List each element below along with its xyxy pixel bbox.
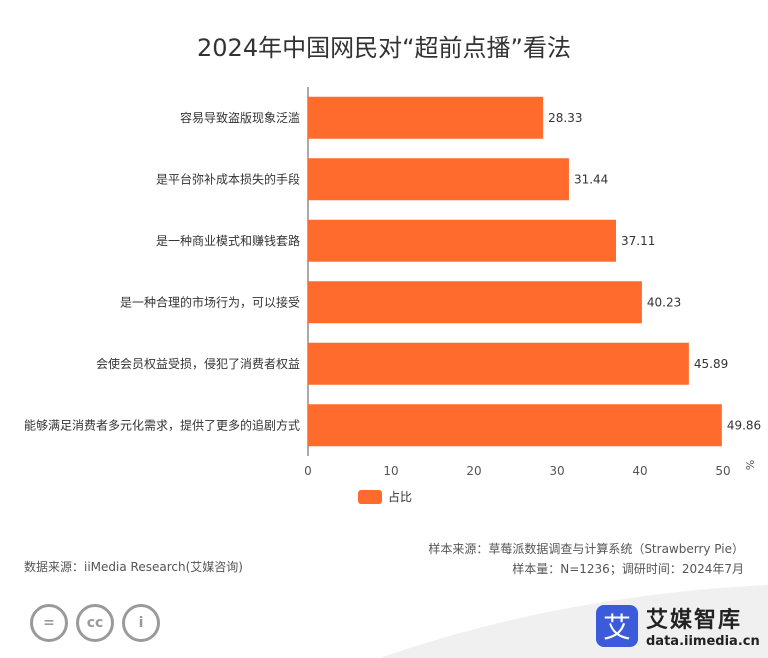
brand-logo-icon: 艾 [596, 604, 638, 647]
bar-3 [308, 219, 617, 262]
bar-value-label-1: 28.33 [548, 111, 582, 125]
x-unit-label: % [743, 460, 756, 470]
person-icon: i [122, 604, 160, 642]
x-tick-label-0: 0 [304, 464, 312, 478]
data-source-text: 数据来源：iiMedia Research(艾媒咨询) [24, 560, 243, 574]
bar-value-label-6: 49.86 [727, 418, 761, 432]
category-label-2: 是平台弥补成本损失的手段 [156, 171, 300, 186]
bar-value-label-2: 31.44 [574, 172, 608, 186]
cc-icon: cc [76, 604, 114, 642]
license-icons: = cc i [30, 604, 160, 642]
bar-2 [308, 158, 569, 201]
bar-1 [308, 96, 544, 139]
chart-title: 2024年中国网民对“超前点播”看法 [197, 34, 571, 62]
bar-4 [308, 281, 642, 324]
brand-url: data.iimedia.cn [646, 634, 760, 649]
bar-value-label-4: 40.23 [647, 295, 681, 309]
sample-info-block: 样本来源：草莓派数据调查与计算系统（Strawberry Pie） 样本量：N=… [428, 539, 744, 579]
footer-decoration [380, 585, 768, 658]
x-tick-label-10: 10 [383, 464, 398, 478]
x-tick-label-40: 40 [632, 464, 647, 478]
sample-size-text: 样本量：N=1236；调研时间：2024年7月 [512, 562, 744, 576]
equals-icon: = [30, 604, 68, 642]
x-tick-label-20: 20 [466, 464, 481, 478]
x-tick-label-30: 30 [549, 464, 564, 478]
brand-name: 艾媒智库 [646, 608, 743, 633]
bar-value-label-5: 45.89 [694, 357, 728, 371]
category-label-3: 是一种商业模式和赚钱套路 [156, 233, 300, 248]
bar-5 [308, 342, 689, 385]
legend-swatch [358, 490, 382, 504]
bar-chart: 28.33 容易导致盗版现象泛滥 31.44 是平台弥补成本损失的手段 37.11 是一种… [24, 87, 761, 504]
category-label-6: 能够满足消费者多元化需求，提供了更多的追剧方式 [24, 417, 300, 432]
legend-label: 占比 [388, 489, 412, 504]
bar-6 [308, 404, 722, 447]
brand-logo-block: 艾 艾媒智库 data.iimedia.cn [596, 602, 760, 649]
x-tick-label-50: 50 [715, 464, 730, 478]
category-label-4: 是一种合理的市场行为，可以接受 [120, 294, 300, 309]
category-label-1: 容易导致盗版现象泛滥 [180, 110, 300, 125]
bar-value-label-3: 37.11 [621, 234, 655, 248]
category-label-5: 会使会员权益受损，侵犯了消费者权益 [96, 356, 300, 371]
sample-source-text: 样本来源：草莓派数据调查与计算系统（Strawberry Pie） [428, 542, 744, 556]
